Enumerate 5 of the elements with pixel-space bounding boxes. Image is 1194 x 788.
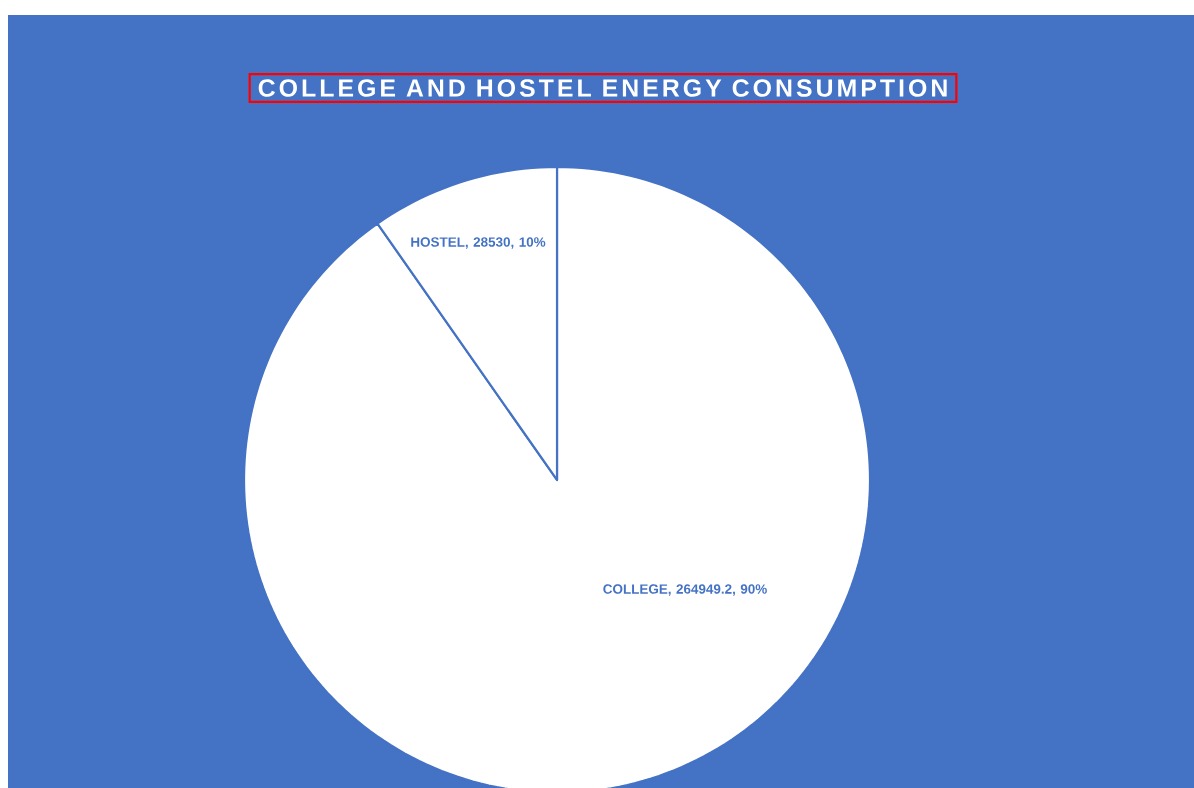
slice-label: COLLEGE [603,584,668,594]
data-label: , 264949.2, 90% [668,584,767,596]
chart-title: COLLEGE AND HOSTEL ENERGY CONSUMPTION [258,79,947,97]
slice-label: HOSTEL [411,237,465,247]
data-label: , 28530, 10% [465,237,546,249]
